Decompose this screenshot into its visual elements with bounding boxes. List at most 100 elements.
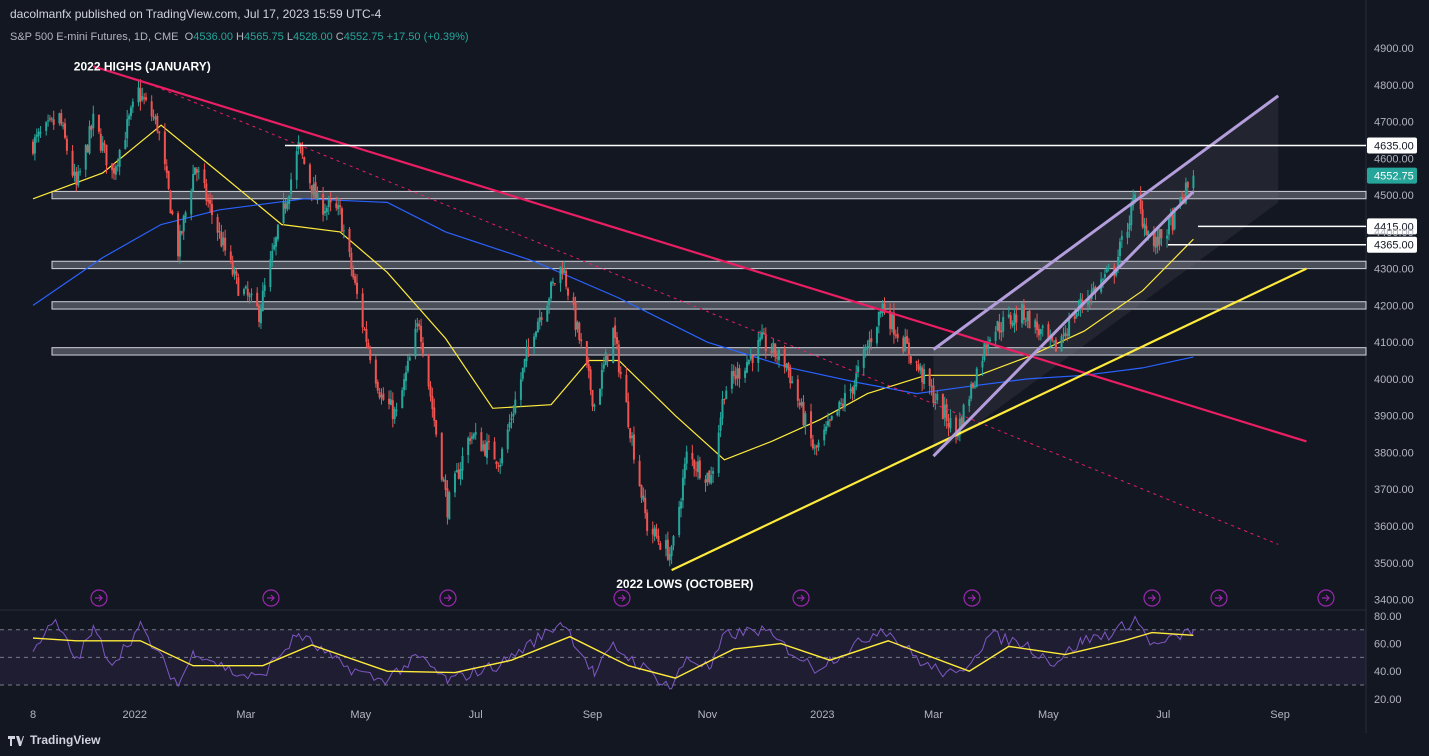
candle-up xyxy=(124,140,127,150)
candle-down xyxy=(340,208,343,232)
candle-down xyxy=(1047,324,1050,339)
candle-up xyxy=(670,546,673,557)
candle-up xyxy=(263,285,266,292)
event-markers xyxy=(90,589,1335,607)
candle-down xyxy=(376,382,379,391)
candle-down xyxy=(828,419,831,421)
candle-down xyxy=(350,252,353,270)
candle-up xyxy=(1126,231,1129,238)
candle-up xyxy=(1103,274,1106,278)
candle-up xyxy=(282,201,285,224)
candle-up xyxy=(813,447,816,449)
candle-up xyxy=(1102,279,1105,281)
candle-down xyxy=(367,342,370,349)
candle-up xyxy=(141,96,144,100)
candle-down xyxy=(308,164,311,184)
candle-down xyxy=(86,145,89,153)
candle-down xyxy=(906,336,909,344)
candles-layer xyxy=(32,79,1195,567)
candle-up xyxy=(576,321,579,330)
candle-up xyxy=(380,395,383,398)
candle-down xyxy=(446,488,449,518)
candle-down xyxy=(48,118,51,120)
candle-down xyxy=(378,392,381,398)
arrow-icon xyxy=(95,594,103,602)
candle-up xyxy=(996,321,999,331)
candle-down xyxy=(487,441,490,443)
candle-down xyxy=(567,288,570,296)
candle-down xyxy=(659,543,662,550)
x-axis: 8 2022 Mar May Jul Sep Nov 2023 Mar May Jul Sep xyxy=(30,709,1290,721)
candle-down xyxy=(163,131,166,165)
candle-up xyxy=(1166,235,1169,239)
candle-down xyxy=(998,322,1001,333)
candle-up xyxy=(222,237,225,246)
candle-up xyxy=(1011,323,1014,326)
candle-down xyxy=(578,322,581,340)
candle-up xyxy=(685,451,688,464)
candle-up xyxy=(455,470,458,473)
candle-up xyxy=(323,211,326,214)
candle-up xyxy=(642,495,645,500)
candle-down xyxy=(787,362,790,371)
resistance-trendline xyxy=(92,65,1307,443)
candle-up xyxy=(403,379,406,391)
candle-up xyxy=(275,237,278,247)
candle-down xyxy=(1186,182,1189,188)
support-trendline xyxy=(671,267,1307,572)
candle-up xyxy=(994,331,997,341)
x-tick-label: May xyxy=(350,709,371,721)
symbol-name: S&P 500 E-mini Futures, 1D, CME xyxy=(10,31,179,43)
candle-down xyxy=(774,343,777,358)
candle-up xyxy=(930,386,933,388)
candle-up xyxy=(1039,329,1042,335)
candle-down xyxy=(229,251,232,260)
candle-down xyxy=(591,389,594,407)
candle-up xyxy=(988,339,991,342)
candle-down xyxy=(314,182,317,199)
candle-down xyxy=(246,288,249,296)
candle-up xyxy=(879,310,882,314)
candle-down xyxy=(145,97,148,100)
candle-down xyxy=(256,292,259,307)
candle-down xyxy=(587,363,590,371)
candle-down xyxy=(75,171,78,186)
candle-down xyxy=(708,470,711,483)
candle-up xyxy=(1086,298,1089,305)
candle-up xyxy=(881,303,884,313)
candle-down xyxy=(802,402,805,426)
candle-down xyxy=(1028,310,1031,329)
candle-up xyxy=(242,289,245,295)
candle-up xyxy=(470,436,473,439)
candle-down xyxy=(638,460,641,486)
candle-down xyxy=(1022,305,1025,321)
candle-down xyxy=(427,354,430,387)
candle-up xyxy=(1130,204,1133,226)
candle-down xyxy=(770,350,773,354)
candle-up xyxy=(891,313,894,330)
candle-down xyxy=(651,528,654,535)
candle-up xyxy=(817,442,820,448)
candle-up xyxy=(1167,216,1170,235)
x-tick-label: Jul xyxy=(1156,709,1170,721)
x-tick-label: May xyxy=(1038,709,1059,721)
candle-up xyxy=(474,432,477,435)
candle-up xyxy=(218,230,221,232)
candle-down xyxy=(156,115,159,132)
candle-up xyxy=(389,399,392,405)
candle-up xyxy=(525,348,528,362)
candle-down xyxy=(180,231,183,234)
x-tick-label: 8 xyxy=(30,709,36,721)
candle-down xyxy=(301,146,304,156)
candle-up xyxy=(250,293,253,296)
candle-down xyxy=(698,460,701,479)
candle-up xyxy=(536,321,539,333)
candle-up xyxy=(77,171,80,186)
candle-up xyxy=(1041,326,1044,328)
candle-up xyxy=(696,461,699,473)
candle-up xyxy=(482,444,485,450)
candle-up xyxy=(840,403,843,405)
candle-up xyxy=(414,328,417,357)
candle-up xyxy=(154,116,157,120)
